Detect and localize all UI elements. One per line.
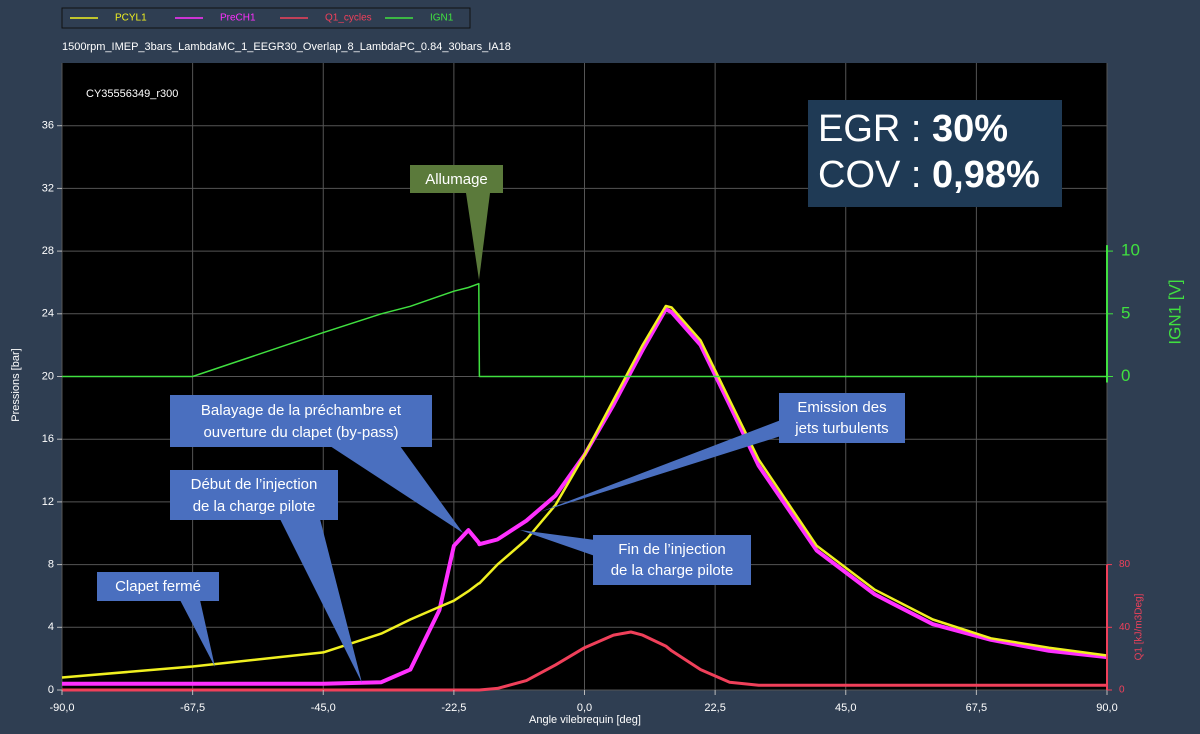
- x-tick-label: 67,5: [966, 702, 987, 714]
- y3-tick-label: 80: [1119, 559, 1131, 570]
- callout-text: ouverture du clapet (by-pass): [203, 424, 398, 441]
- y-axis-label: Pressions [bar]: [10, 348, 22, 421]
- callout-text: de la charge pilote: [611, 562, 734, 579]
- callout-pointer: [280, 519, 362, 683]
- series-line: [62, 630, 1107, 692]
- callout-box: [410, 165, 503, 193]
- y-tick-label: 32: [42, 182, 54, 194]
- legend-label: PreCH1: [220, 13, 256, 24]
- callout-text: de la charge pilote: [193, 498, 316, 515]
- y-tick-label: 0: [48, 684, 54, 696]
- legend-label: Q1_cycles: [325, 13, 372, 24]
- series-line: [62, 282, 1107, 378]
- callout-box: [97, 572, 219, 601]
- stat-label: EGR :: [818, 108, 921, 150]
- stat-value: 0,98%: [932, 154, 1040, 196]
- callout-pointer: [520, 530, 595, 556]
- callouts: Allumage Balayage de la préchambre et ou…: [97, 165, 905, 683]
- x-tick-label: -45,0: [311, 702, 336, 714]
- stat-line: COV : 0,98%: [818, 154, 1040, 196]
- subtitle: 1500rpm_IMEP_3bars_LambdaMC_1_EEGR30_Ove…: [62, 41, 511, 53]
- callout-text: Allumage: [425, 171, 488, 188]
- y-tick-label: 24: [42, 308, 54, 320]
- callout-box: [779, 393, 905, 443]
- callout-text: Clapet fermé: [115, 578, 201, 595]
- callout-text: jets turbulents: [794, 420, 888, 437]
- y-tick-label: 4: [48, 621, 54, 633]
- callout-text: Balayage de la préchambre et: [201, 402, 402, 419]
- callout-pointer: [180, 600, 215, 667]
- x-tick-label: 22,5: [704, 702, 725, 714]
- y-tick-label: 36: [42, 120, 54, 132]
- x-tick-label: -67,5: [180, 702, 205, 714]
- y3-tick-label: 40: [1119, 622, 1131, 633]
- callout-box: [170, 395, 432, 447]
- y-tick-label: 8: [48, 559, 54, 571]
- y3-tick-label: 0: [1119, 685, 1125, 696]
- x-tick-label: 0,0: [577, 702, 592, 714]
- stat-value: 30%: [932, 108, 1008, 150]
- y2-tick-label: 10: [1121, 241, 1140, 260]
- stat-line: EGR : 30%: [818, 108, 1008, 150]
- x-axis-label: Angle vilebrequin [deg]: [529, 714, 641, 726]
- callout-box: [593, 535, 751, 585]
- stats-box: [808, 100, 1062, 207]
- stat-label: COV :: [818, 154, 921, 196]
- legend-label: IGN1: [430, 13, 454, 24]
- y-tick-label: 16: [42, 433, 54, 445]
- y-tick-label: 20: [42, 370, 54, 382]
- callout-text: Début de l’injection: [191, 476, 318, 493]
- x-tick-label: 90,0: [1096, 702, 1117, 714]
- y-tick-label: 12: [42, 496, 54, 508]
- series-line: [61, 304, 1108, 679]
- callout-box: [170, 470, 338, 520]
- callout-pointer: [466, 193, 490, 280]
- x-tick-label: -22,5: [441, 702, 466, 714]
- callout-text: Fin de l’injection: [618, 541, 726, 558]
- y-tick-label: 28: [42, 245, 54, 257]
- callout-pointer: [330, 446, 463, 533]
- callout-text: Emission des: [797, 399, 886, 416]
- x-tick-label: 45,0: [835, 702, 856, 714]
- y2-tick-label: 0: [1121, 366, 1130, 385]
- x-tick-label: -90,0: [49, 702, 74, 714]
- y2-tick-label: 5: [1121, 303, 1130, 322]
- legend-box: [61, 7, 471, 29]
- legend-label: PCYL1: [115, 13, 147, 24]
- y2-axis-label: IGN1 [V]: [1165, 279, 1184, 344]
- y3-axis-label: Q1 [kJ/m3Deg]: [1134, 593, 1145, 660]
- plot-label: CY35556349_r300: [86, 88, 178, 100]
- callout-pointer: [540, 420, 781, 512]
